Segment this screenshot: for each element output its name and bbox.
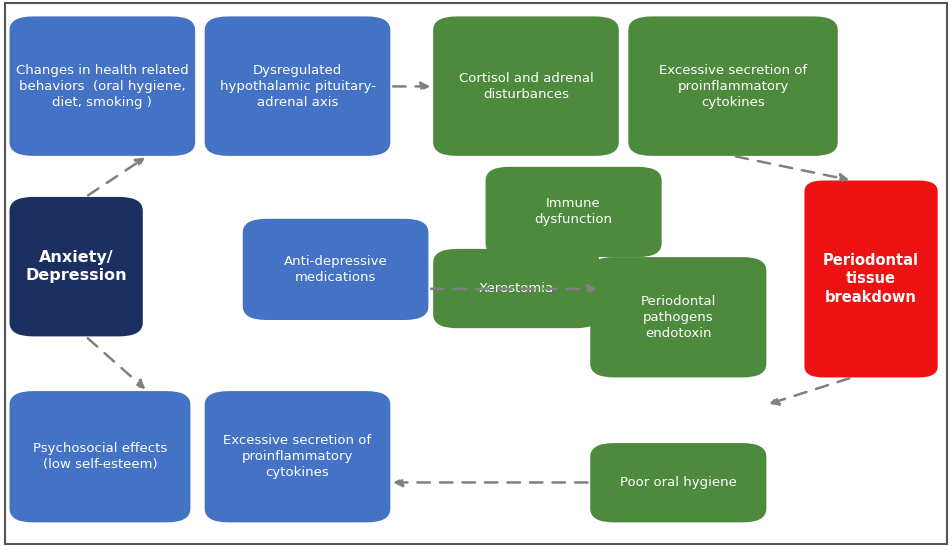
Text: Poor oral hygiene: Poor oral hygiene [620, 476, 737, 489]
Text: Psychosocial effects
(low self-esteem): Psychosocial effects (low self-esteem) [32, 442, 168, 472]
FancyBboxPatch shape [205, 16, 390, 156]
Text: Dysregulated
hypothalamic pituitary-
adrenal axis: Dysregulated hypothalamic pituitary- adr… [220, 63, 375, 109]
FancyBboxPatch shape [486, 167, 662, 257]
Text: Immune
dysfunction: Immune dysfunction [535, 197, 612, 226]
Text: Periodontal
pathogens
endotoxin: Periodontal pathogens endotoxin [641, 295, 716, 340]
FancyBboxPatch shape [628, 16, 838, 156]
Text: Periodontal
tissue
breakdown: Periodontal tissue breakdown [823, 253, 919, 305]
FancyBboxPatch shape [433, 16, 619, 156]
FancyBboxPatch shape [590, 257, 766, 377]
FancyBboxPatch shape [590, 443, 766, 522]
FancyBboxPatch shape [243, 219, 428, 320]
Text: Xerostomia: Xerostomia [479, 282, 554, 295]
Text: Anti-depressive
medications: Anti-depressive medications [284, 255, 387, 284]
FancyBboxPatch shape [10, 197, 143, 336]
FancyBboxPatch shape [10, 391, 190, 522]
Text: Cortisol and adrenal
disturbances: Cortisol and adrenal disturbances [459, 72, 593, 101]
Text: Excessive secretion of
proinflammatory
cytokines: Excessive secretion of proinflammatory c… [659, 63, 807, 109]
FancyBboxPatch shape [205, 391, 390, 522]
FancyBboxPatch shape [10, 16, 195, 156]
Text: Changes in health related
behaviors  (oral hygiene,
diet, smoking ): Changes in health related behaviors (ora… [16, 63, 188, 109]
FancyBboxPatch shape [433, 249, 600, 328]
FancyBboxPatch shape [804, 181, 938, 377]
Text: Excessive secretion of
proinflammatory
cytokines: Excessive secretion of proinflammatory c… [224, 434, 371, 479]
Text: Anxiety/
Depression: Anxiety/ Depression [26, 250, 127, 283]
